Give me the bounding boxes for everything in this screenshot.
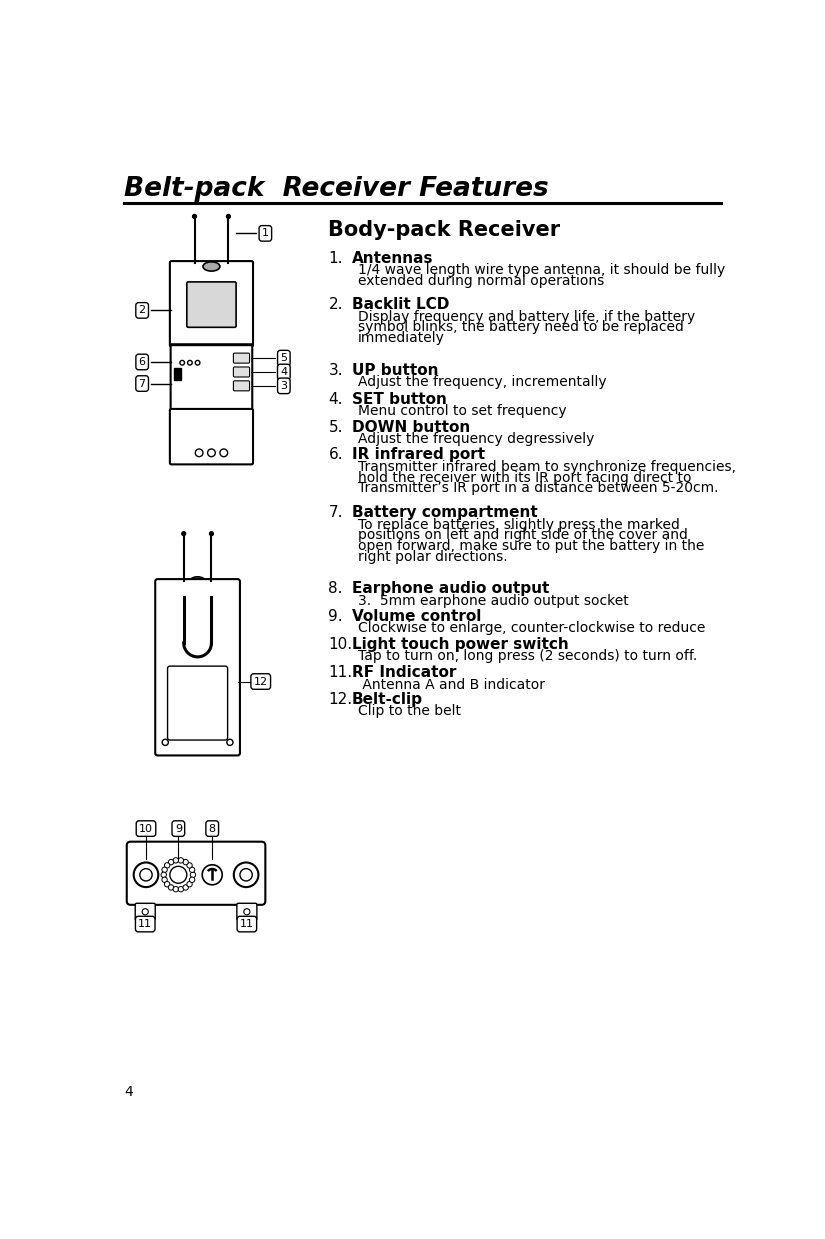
Text: right polar directions.: right polar directions.	[358, 550, 507, 564]
Text: 3: 3	[280, 380, 287, 390]
Text: 6: 6	[139, 357, 146, 367]
Circle shape	[168, 860, 174, 865]
FancyBboxPatch shape	[170, 409, 253, 465]
Text: 7: 7	[139, 379, 146, 389]
Circle shape	[186, 881, 192, 887]
Text: 4: 4	[280, 367, 287, 377]
Text: Adjust the frequency, incrementally: Adjust the frequency, incrementally	[358, 375, 606, 389]
Circle shape	[173, 857, 178, 864]
FancyBboxPatch shape	[237, 903, 257, 921]
Text: Belt-pack  Receiver Features: Belt-pack Receiver Features	[125, 176, 549, 202]
Text: 11: 11	[139, 919, 153, 929]
Text: 4.: 4.	[328, 392, 343, 406]
FancyBboxPatch shape	[127, 841, 266, 904]
Text: Transmitter infrared beam to synchronize frequencies,: Transmitter infrared beam to synchronize…	[358, 460, 736, 473]
Text: extended during normal operations: extended during normal operations	[358, 274, 604, 289]
Text: 12: 12	[253, 676, 268, 686]
FancyBboxPatch shape	[186, 282, 236, 327]
Text: 1/4 wave length wire type antenna, it should be fully: 1/4 wave length wire type antenna, it sh…	[358, 264, 725, 278]
Text: 2: 2	[139, 305, 146, 316]
Text: RF Indicator: RF Indicator	[351, 665, 456, 680]
Text: 5.: 5.	[328, 420, 343, 435]
Text: 11.: 11.	[328, 665, 352, 680]
Text: 9.: 9.	[328, 610, 343, 624]
FancyBboxPatch shape	[167, 667, 228, 740]
Text: IR infrared port: IR infrared port	[351, 447, 485, 462]
Text: positions on left and right side of the cover and: positions on left and right side of the …	[358, 528, 687, 543]
Text: SET button: SET button	[351, 392, 446, 406]
Text: 8.: 8.	[328, 581, 343, 596]
Text: 12.: 12.	[328, 691, 352, 706]
Circle shape	[178, 857, 184, 864]
Text: 3.  5mm earphone audio output socket: 3. 5mm earphone audio output socket	[358, 593, 629, 608]
Text: open forward, make sure to put the battery in the: open forward, make sure to put the batte…	[358, 539, 704, 553]
Text: Body-pack Receiver: Body-pack Receiver	[328, 219, 561, 239]
Text: Belt-clip: Belt-clip	[351, 691, 422, 706]
Text: To replace batteries, slightly press the marked: To replace batteries, slightly press the…	[358, 518, 680, 532]
Circle shape	[161, 872, 167, 877]
Text: 1.: 1.	[328, 252, 343, 266]
Circle shape	[186, 862, 192, 869]
Text: DOWN button: DOWN button	[351, 420, 470, 435]
Text: 10: 10	[139, 824, 153, 834]
FancyBboxPatch shape	[171, 344, 252, 411]
Circle shape	[226, 214, 230, 218]
Text: 9: 9	[175, 824, 182, 834]
Circle shape	[173, 886, 178, 892]
Circle shape	[190, 877, 195, 882]
Text: UP button: UP button	[351, 363, 438, 378]
Text: 2.: 2.	[328, 297, 343, 312]
Circle shape	[162, 867, 167, 872]
Text: Volume control: Volume control	[351, 610, 481, 624]
Text: Tap to turn on, long press (2 seconds) to turn off.: Tap to turn on, long press (2 seconds) t…	[358, 649, 697, 663]
Text: Transmitter’s IR port in a distance between 5-20cm.: Transmitter’s IR port in a distance betw…	[358, 481, 719, 496]
Text: Light touch power switch: Light touch power switch	[351, 637, 568, 652]
Text: immediately: immediately	[358, 331, 445, 346]
FancyBboxPatch shape	[170, 261, 253, 347]
Circle shape	[183, 860, 188, 865]
Text: 7.: 7.	[328, 506, 343, 520]
Text: 11: 11	[240, 919, 254, 929]
Text: 1: 1	[262, 228, 269, 238]
FancyBboxPatch shape	[233, 353, 249, 363]
FancyBboxPatch shape	[155, 579, 240, 756]
Circle shape	[162, 877, 167, 882]
Text: Earphone audio output: Earphone audio output	[351, 581, 549, 596]
Bar	[175, 368, 181, 379]
Text: Backlit LCD: Backlit LCD	[351, 297, 449, 312]
Ellipse shape	[203, 261, 220, 271]
Text: 5: 5	[280, 353, 287, 363]
FancyBboxPatch shape	[233, 380, 249, 390]
Circle shape	[183, 885, 188, 890]
Text: Display frequency and battery life, if the battery: Display frequency and battery life, if t…	[358, 310, 695, 323]
Ellipse shape	[190, 577, 205, 586]
Text: Battery compartment: Battery compartment	[351, 506, 537, 520]
Text: symbol blinks, the battery need to be replaced: symbol blinks, the battery need to be re…	[358, 321, 684, 335]
FancyBboxPatch shape	[233, 367, 249, 377]
Circle shape	[192, 214, 196, 218]
Text: 3.: 3.	[328, 363, 343, 378]
Text: 8: 8	[209, 824, 216, 834]
Text: Clip to the belt: Clip to the belt	[358, 704, 460, 717]
Circle shape	[164, 862, 170, 869]
Text: 4: 4	[125, 1085, 133, 1099]
Text: 6.: 6.	[328, 447, 343, 462]
Text: Adjust the frequency degressively: Adjust the frequency degressively	[358, 432, 594, 446]
Text: 10.: 10.	[328, 637, 352, 652]
Circle shape	[178, 886, 184, 892]
Circle shape	[182, 532, 186, 535]
Circle shape	[164, 881, 170, 887]
Circle shape	[168, 885, 174, 890]
Text: hold the receiver with its IR port facing direct to: hold the receiver with its IR port facin…	[358, 471, 691, 484]
Circle shape	[191, 872, 196, 877]
FancyBboxPatch shape	[135, 903, 155, 921]
Text: Clockwise to enlarge, counter-clockwise to reduce: Clockwise to enlarge, counter-clockwise …	[358, 622, 705, 636]
Text: Antenna A and B indicator: Antenna A and B indicator	[358, 678, 544, 691]
Circle shape	[190, 867, 195, 872]
Text: Antennas: Antennas	[351, 252, 433, 266]
Circle shape	[210, 532, 214, 535]
Text: Menu control to set frequency: Menu control to set frequency	[358, 404, 567, 419]
